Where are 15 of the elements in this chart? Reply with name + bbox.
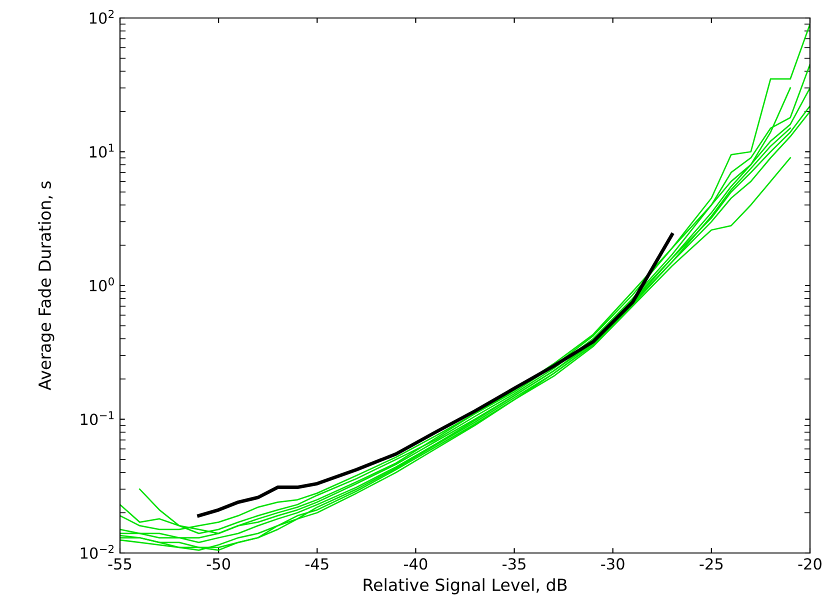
x-tick-label: -50 xyxy=(206,558,230,570)
y-tick-label: 10$^{2}$ xyxy=(90,10,114,24)
x-axis-title: Relative Signal Level, dB xyxy=(364,578,567,594)
y-tick-label: 10$^{1}$ xyxy=(90,144,114,158)
x-tick-label: -55 xyxy=(108,558,132,570)
x-tick-label: -35 xyxy=(502,558,526,570)
y-tick-label: 10$^{−1}$ xyxy=(80,411,114,426)
x-tick-label: -45 xyxy=(305,558,328,570)
x-tick-label: -40 xyxy=(404,558,428,570)
x-tick-label: -30 xyxy=(601,558,624,570)
y-tick-label: 10$^{0}$ xyxy=(90,277,114,292)
y-axis-title: Average Fade Duration, s xyxy=(38,181,54,390)
x-tick-label: -25 xyxy=(700,558,723,570)
y-tick-label: 10$^{−2}$ xyxy=(80,544,114,559)
x-tick-label: -20 xyxy=(798,558,822,570)
